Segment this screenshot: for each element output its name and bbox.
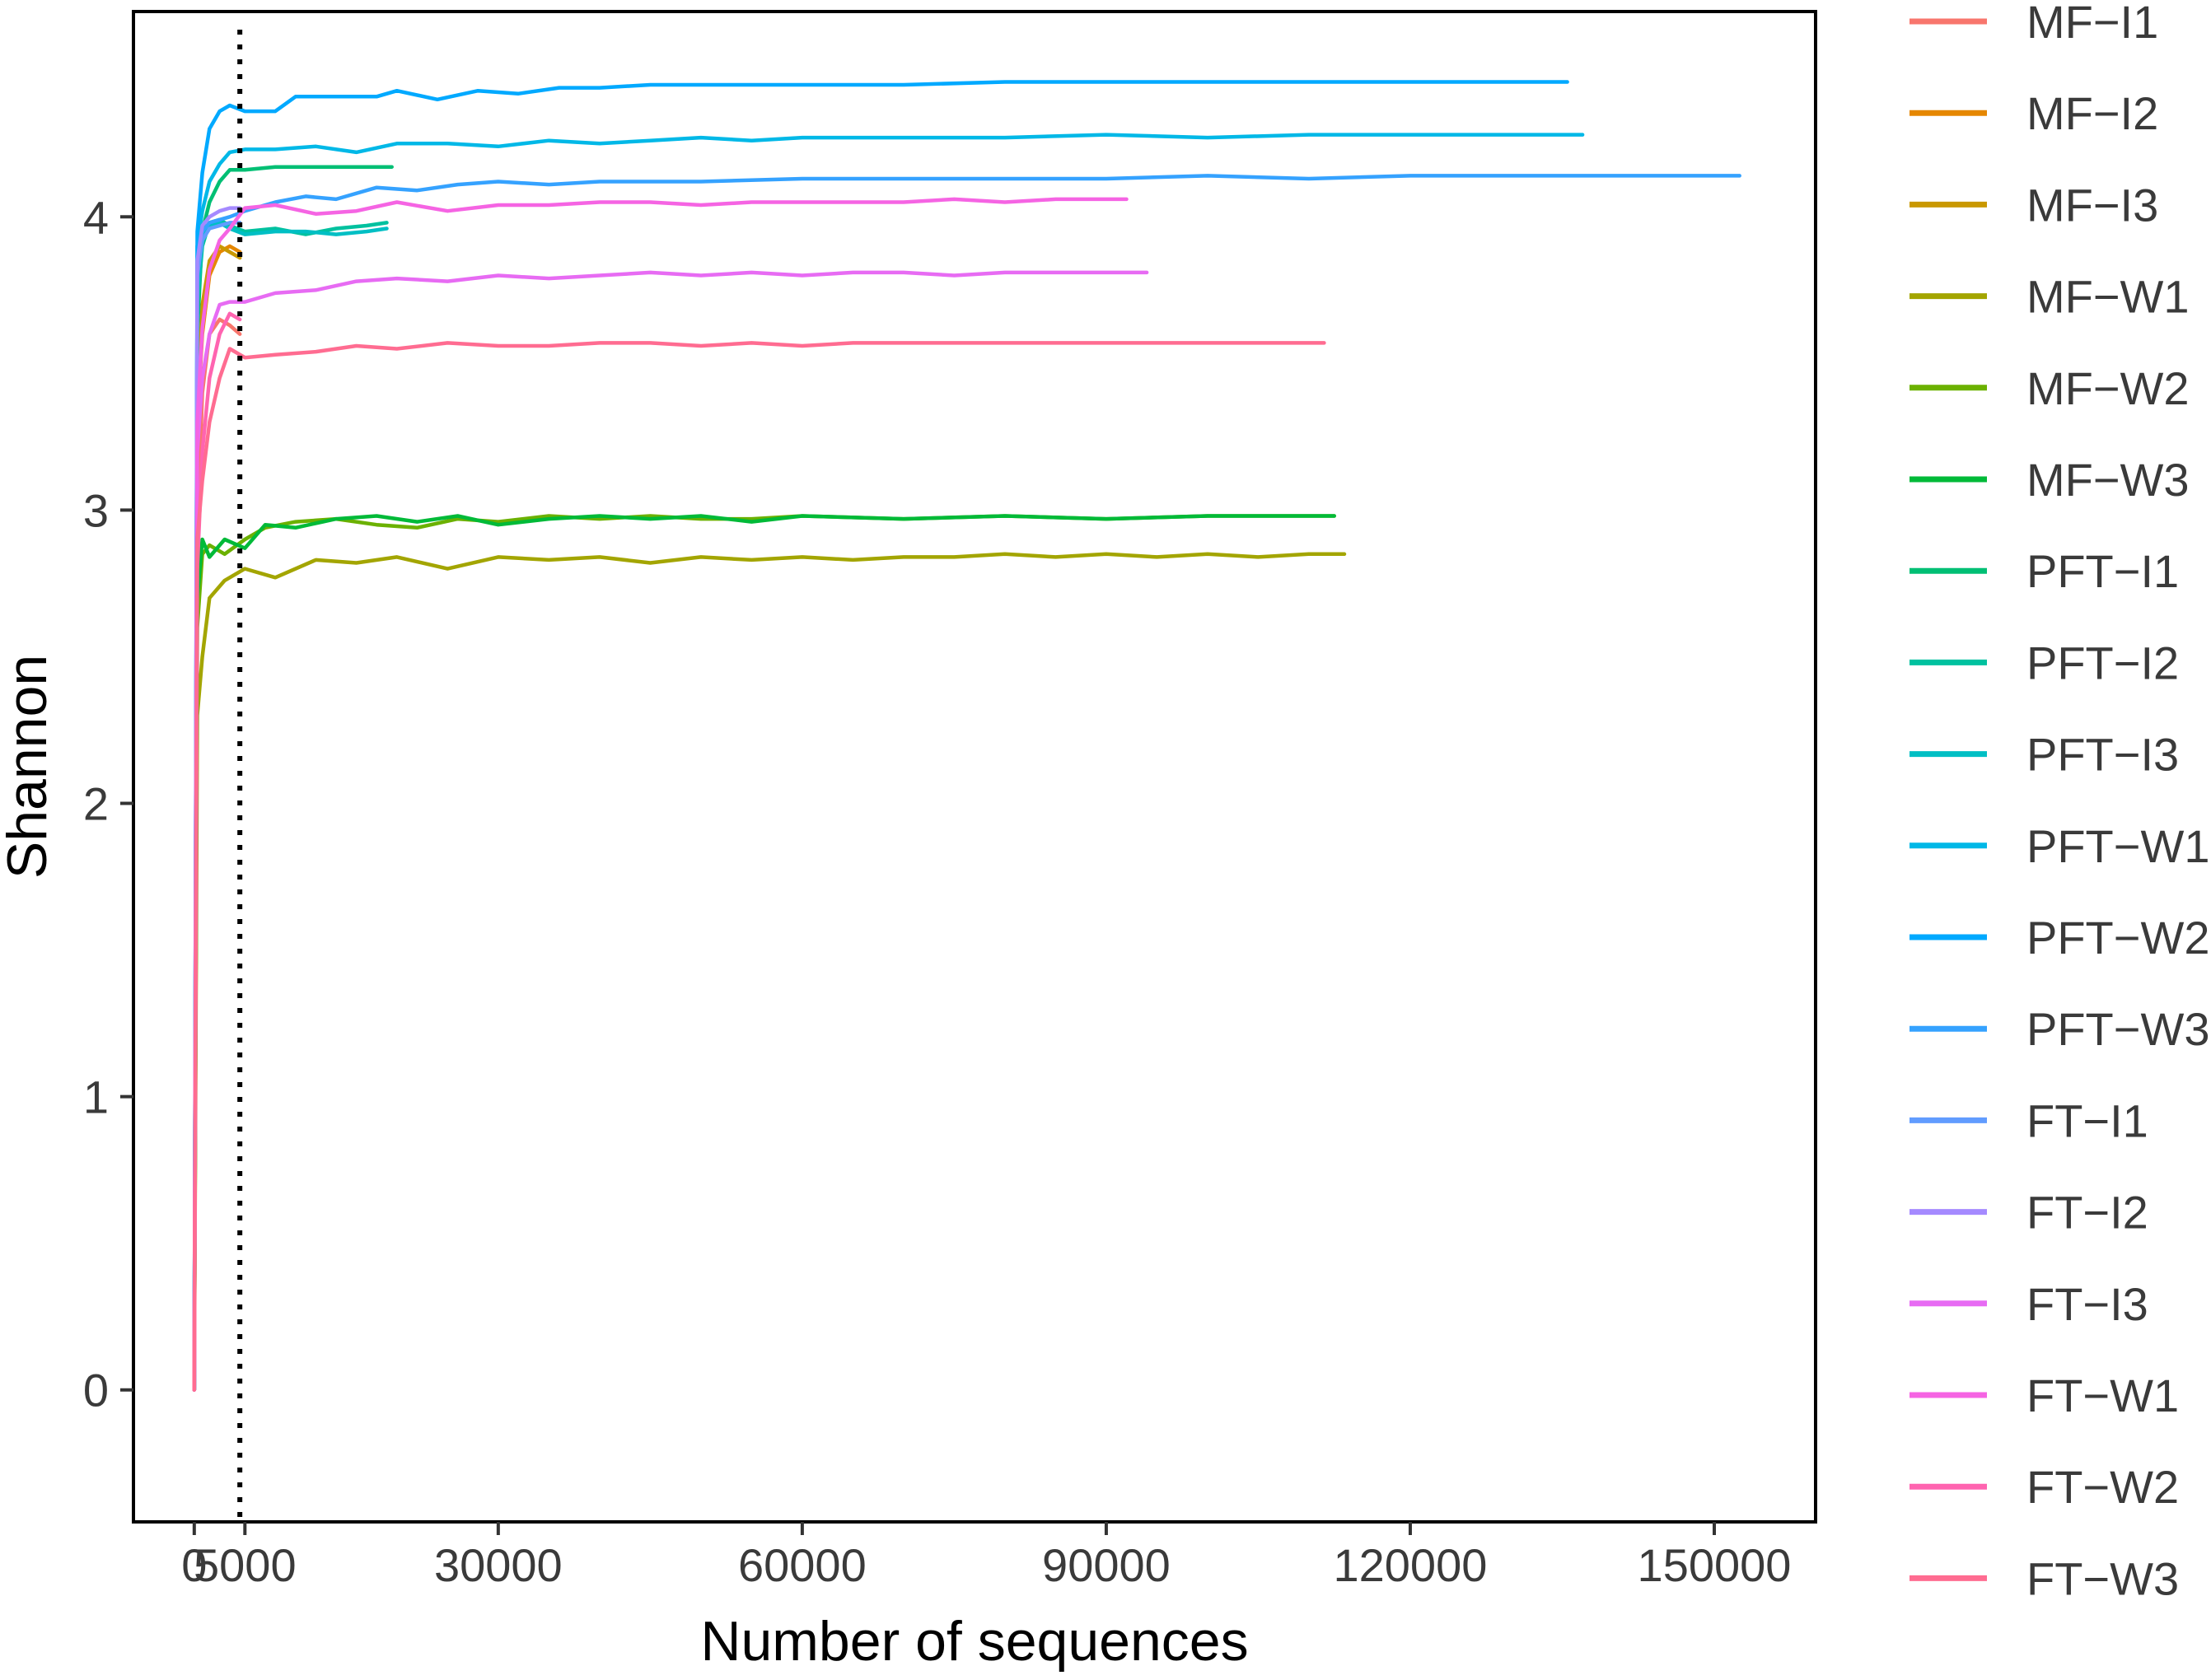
series-line-13 xyxy=(192,206,242,1392)
legend-label: FT−I3 xyxy=(2026,1278,2148,1330)
legend-label: PFT−W3 xyxy=(2026,1003,2209,1055)
series-line-6 xyxy=(192,165,394,1392)
y-tick-label: 4 xyxy=(83,191,109,243)
x-tick-label: 5000 xyxy=(194,1539,297,1591)
series-line-17 xyxy=(192,341,1326,1392)
y-axis-title: Shannon xyxy=(0,655,58,879)
legend-label: PFT−I3 xyxy=(2026,729,2179,781)
y-tick-label: 0 xyxy=(83,1365,109,1416)
legend-label: FT−I2 xyxy=(2026,1187,2148,1239)
legend-label: MF−I3 xyxy=(2026,179,2158,231)
legend: MF−I1 MF−I2 MF−I3 MF−W1 MF−W2 MF−W3 PFT−I1 PFT−… xyxy=(1910,0,2209,1604)
series-line-11 xyxy=(192,174,1741,1392)
legend-label: PFT−W2 xyxy=(2026,912,2209,964)
x-tick-label: 150000 xyxy=(1638,1539,1792,1591)
legend-label: MF−I2 xyxy=(2026,87,2158,139)
legend-label: FT−W3 xyxy=(2026,1552,2179,1604)
legend-label: MF−W2 xyxy=(2026,362,2190,414)
legend-label: FT−W2 xyxy=(2026,1461,2179,1513)
x-tick-label: 30000 xyxy=(434,1539,563,1591)
series-line-4 xyxy=(192,514,1336,1392)
x-tick-label: 90000 xyxy=(1042,1539,1171,1591)
legend-label: FT−W1 xyxy=(2026,1370,2179,1421)
legend-label: FT−I1 xyxy=(2026,1094,2148,1146)
x-axis-title: Number of sequences xyxy=(700,1610,1248,1673)
series-line-5 xyxy=(192,514,1336,1392)
y-tick-label: 2 xyxy=(83,778,109,830)
series-line-16 xyxy=(192,311,242,1392)
legend-label: MF−I1 xyxy=(2026,0,2158,48)
series-lines xyxy=(192,80,1741,1392)
y-tick-label: 1 xyxy=(83,1071,109,1123)
legend-label: MF−W3 xyxy=(2026,454,2190,506)
x-tick-label: 0 xyxy=(181,1539,207,1591)
series-line-9 xyxy=(192,133,1585,1392)
series-line-14 xyxy=(192,270,1149,1392)
y-tick-label: 3 xyxy=(83,484,109,536)
plot-frame xyxy=(132,10,1817,1524)
y-axis: 0 1 2 3 4 xyxy=(83,191,133,1416)
legend-label: PFT−I2 xyxy=(2026,637,2179,688)
series-line-3 xyxy=(192,552,1347,1392)
series-line-10 xyxy=(192,80,1569,1392)
legend-label: MF−W1 xyxy=(2026,271,2190,323)
legend-label: PFT−I1 xyxy=(2026,545,2179,597)
series-line-15 xyxy=(192,197,1129,1392)
series-line-7 xyxy=(192,217,389,1392)
legend-label: PFT−W1 xyxy=(2026,820,2209,872)
series-line-8 xyxy=(192,221,389,1392)
x-tick-label: 120000 xyxy=(1334,1539,1488,1591)
x-tick-label: 60000 xyxy=(738,1539,867,1591)
